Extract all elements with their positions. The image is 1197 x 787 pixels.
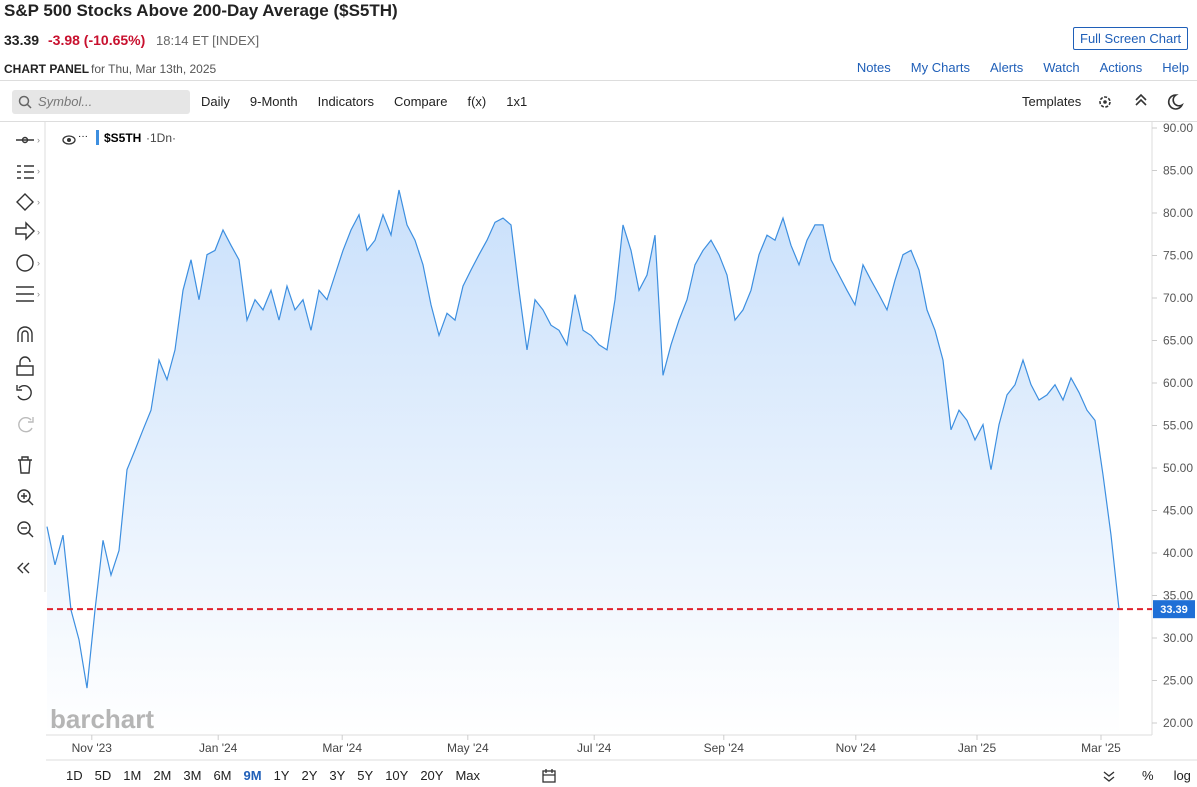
last-price-label: 33.39	[1160, 604, 1188, 616]
panel-label: CHART PANEL	[4, 62, 90, 76]
menu-item[interactable]: My Charts	[910, 60, 971, 75]
x-tick-label: May '24	[447, 741, 489, 755]
y-tick-label: 40.00	[1163, 546, 1193, 560]
symbol-input[interactable]: Symbol...	[12, 90, 190, 114]
panel-date: for Thu, Mar 13th, 2025	[91, 62, 217, 76]
menu-item[interactable]: Notes	[856, 60, 891, 75]
x-tick-label: Nov '24	[836, 741, 877, 755]
quote-time: 18:14 ET [INDEX]	[156, 33, 260, 48]
y-tick-label: 35.00	[1163, 589, 1193, 603]
toolbar-item[interactable]: Compare	[393, 94, 448, 109]
range-button[interactable]: 5Y	[357, 768, 374, 783]
y-tick-label: 65.00	[1163, 334, 1193, 348]
toolbar-icons	[1099, 93, 1184, 110]
svg-text:›: ›	[37, 197, 40, 207]
full-screen-button[interactable]: Full Screen Chart	[1073, 27, 1189, 50]
toolbar-item[interactable]: Daily	[201, 94, 230, 109]
y-tick-label: 80.00	[1163, 206, 1193, 220]
templates-button[interactable]: Templates	[1022, 94, 1082, 109]
last-price-tag	[1153, 600, 1195, 619]
svg-text:···: ···	[78, 131, 88, 142]
range-button[interactable]: 9M	[243, 768, 262, 783]
toolbar-item[interactable]: Indicators	[317, 94, 374, 109]
y-tick-label: 70.00	[1163, 291, 1193, 305]
svg-text:›: ›	[37, 227, 40, 237]
svg-text:›: ›	[37, 289, 40, 299]
legend-name: $S5TH	[104, 131, 141, 145]
collapse-icon	[1103, 771, 1115, 782]
x-tick-label: Jan '25	[958, 741, 997, 755]
range-button[interactable]: 3M	[183, 768, 202, 783]
y-tick-label: 20.00	[1163, 716, 1193, 730]
x-tick-label: Mar '24	[322, 741, 362, 755]
drawing-tools: › › › › › ›	[15, 122, 46, 592]
toolbar-item[interactable]: 1x1	[506, 94, 528, 109]
y-tick-label: 85.00	[1163, 164, 1193, 178]
x-tick-label: Jul '24	[577, 741, 612, 755]
menu-item[interactable]: Alerts	[990, 60, 1024, 75]
legend-swatch	[96, 130, 99, 145]
range-button[interactable]: 2M	[153, 768, 172, 783]
y-tick-label: 45.00	[1163, 504, 1193, 518]
separator	[0, 80, 1197, 81]
toolbar-item[interactable]: 9-Month	[249, 94, 298, 109]
scale-option[interactable]: log	[1173, 768, 1191, 783]
range-button[interactable]: 2Y	[301, 768, 318, 783]
y-tick-label: 50.00	[1163, 461, 1193, 475]
range-button[interactable]: 3Y	[329, 768, 346, 783]
scale-options: % log	[1142, 768, 1191, 783]
toolbar-item[interactable]: f(x)	[467, 94, 487, 109]
x-tick-label: Jan '24	[199, 741, 238, 755]
range-button[interactable]: Max	[455, 768, 481, 783]
x-tick-label: Sep '24	[704, 741, 745, 755]
menu-item[interactable]: Help	[1162, 60, 1189, 75]
menu-item[interactable]: Actions	[1099, 60, 1143, 75]
x-tick-label: Mar '25	[1081, 741, 1121, 755]
watermark: barchart	[50, 704, 154, 734]
y-tick-label: 75.00	[1163, 249, 1193, 263]
y-tick-label: 30.00	[1163, 631, 1193, 645]
price-change: -3.98 (-10.65%)	[48, 32, 146, 48]
x-tick-label: Nov '23	[72, 741, 113, 755]
title: S&P 500 Stocks Above 200-Day Average ($S…	[4, 1, 398, 20]
range-buttons: 1D 5D 1M 2M 3M 6M 9M 1Y 2Y 3Y 5Y 10Y 20Y Max	[66, 768, 480, 783]
range-button[interactable]: 10Y	[385, 768, 409, 783]
menu-item[interactable]: Watch	[1043, 60, 1080, 75]
range-button[interactable]: 6M	[213, 768, 232, 783]
calendar-icon	[542, 769, 556, 783]
y-tick-label: 25.00	[1163, 674, 1193, 688]
area	[47, 190, 1119, 735]
range-button[interactable]: 1Y	[273, 768, 290, 783]
range-button[interactable]: 20Y	[420, 768, 444, 783]
legend-interval: ·1Dn·	[146, 131, 176, 145]
y-tick-label: 90.00	[1163, 121, 1193, 135]
svg-text:›: ›	[37, 166, 40, 176]
y-tick-label: 60.00	[1163, 376, 1193, 390]
toolbar: Symbol... Daily 9-Month Indicators Compare f…	[0, 81, 1197, 122]
toolbar-items: Daily 9-Month Indicators Compare f(x) 1x1	[201, 94, 527, 109]
search-icon	[18, 95, 32, 109]
range-button[interactable]: 1M	[123, 768, 142, 783]
eye-icon: ···	[62, 131, 88, 145]
last-price: 33.39	[4, 32, 40, 48]
menu: Notes My Charts Alerts Watch Actions Help	[857, 60, 1189, 75]
y-tick-label: 55.00	[1163, 419, 1193, 433]
svg-text:›: ›	[37, 258, 40, 268]
svg-text:›: ›	[37, 135, 40, 145]
range-button[interactable]: 5D	[94, 768, 112, 783]
scale-option[interactable]: %	[1142, 768, 1154, 783]
line	[46, 189, 1120, 689]
range-button[interactable]: 1D	[66, 768, 83, 783]
